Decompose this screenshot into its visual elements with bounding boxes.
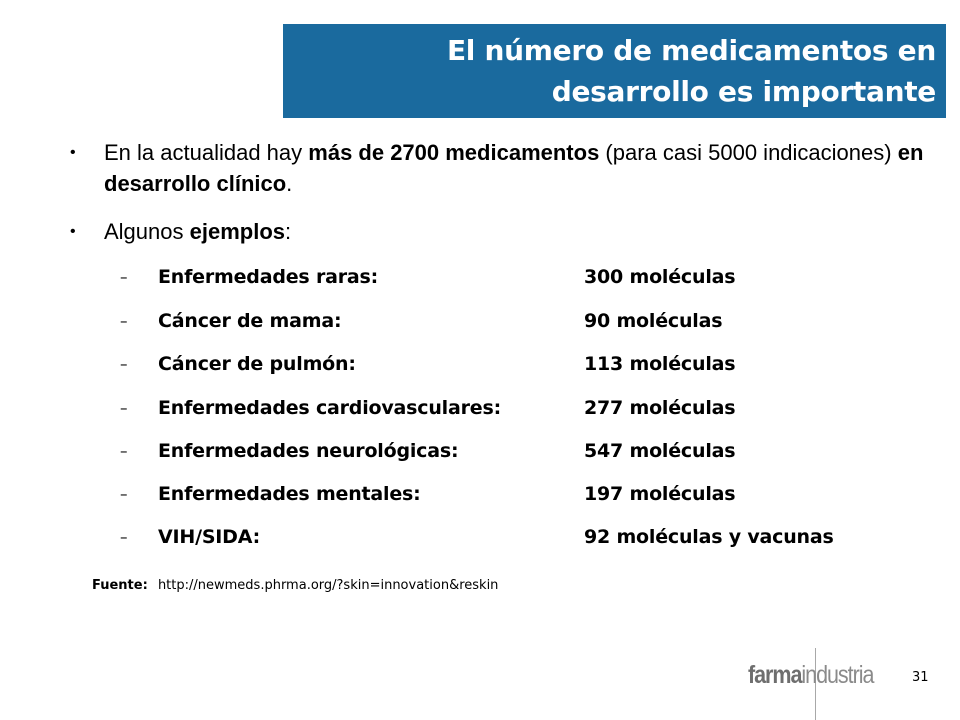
dash-marker: – <box>120 399 128 417</box>
bullet-text-part: . <box>286 171 293 196</box>
example-category: Enfermedades mentales: <box>158 483 421 505</box>
example-value: 113 moléculas <box>584 353 736 375</box>
source-note: Fuente: http://newmeds.phrma.org/?skin=i… <box>92 577 498 595</box>
farmaindustria-logo: farmaindustria <box>748 658 874 692</box>
dash-marker: – <box>120 312 128 330</box>
example-row: – Cáncer de mama: 90 moléculas <box>0 306 960 336</box>
example-category: VIH/SIDA: <box>158 526 260 548</box>
example-value: 300 moléculas <box>584 266 736 288</box>
example-category: Cáncer de mama: <box>158 310 342 332</box>
example-value: 547 moléculas <box>584 440 736 462</box>
example-row: – Enfermedades neurológicas: 547 molécul… <box>0 436 960 466</box>
dash-marker: – <box>120 528 128 546</box>
bullet-text-part: En la actualidad hay <box>104 140 309 165</box>
slide-title: El número de medicamentos en desarrollo … <box>283 24 946 118</box>
example-row: – Enfermedades cardiovasculares: 277 mol… <box>0 393 960 423</box>
bullet-text-part: Algunos <box>104 219 190 244</box>
bullet-text-part: : <box>285 219 292 244</box>
bullet-dot: • <box>70 144 76 161</box>
dash-marker: – <box>120 355 128 373</box>
example-category: Enfermedades cardiovasculares: <box>158 397 501 419</box>
bullet-text-bold: más de 2700 medicamentos <box>308 140 600 165</box>
title-line-1: El número de medicamentos en <box>446 34 936 67</box>
bullet-text-part: (para casi 5000 indicaciones) <box>599 140 898 165</box>
example-category: Enfermedades neurológicas: <box>158 440 459 462</box>
bullet-text: En la actualidad hay más de 2700 medicam… <box>104 137 924 199</box>
example-row: – Enfermedades mentales: 197 moléculas <box>0 479 960 509</box>
example-value: 277 moléculas <box>584 397 736 419</box>
bullet-dot: • <box>70 223 76 240</box>
bullet-text-bold: ejemplos <box>189 219 285 244</box>
example-value: 197 moléculas <box>584 483 736 505</box>
bullet-text: Algunos ejemplos: <box>104 216 924 247</box>
example-category: Enfermedades raras: <box>158 266 379 288</box>
example-row: – VIH/SIDA: 92 moléculas y vacunas <box>0 522 960 552</box>
example-value: 92 moléculas y vacunas <box>584 526 834 548</box>
source-label: Fuente: <box>92 578 148 593</box>
dash-marker: – <box>120 442 128 460</box>
bullet-text-bold: en desarrollo clínico <box>104 140 924 196</box>
source-url: http://newmeds.phrma.org/?skin=innovatio… <box>157 578 499 593</box>
title-line-2: desarrollo es importante <box>551 75 937 108</box>
example-row: – Enfermedades raras: 300 moléculas <box>0 262 960 292</box>
logo-bold-text: farma <box>748 661 802 689</box>
dash-marker: – <box>120 485 128 503</box>
example-value: 90 moléculas <box>584 310 723 332</box>
page-number: 31 <box>912 670 929 685</box>
example-category: Cáncer de pulmón: <box>158 353 356 375</box>
logo-regular-text: industria <box>801 661 874 689</box>
footer-divider <box>815 648 816 720</box>
dash-marker: – <box>120 268 128 286</box>
example-row: – Cáncer de pulmón: 113 moléculas <box>0 349 960 379</box>
